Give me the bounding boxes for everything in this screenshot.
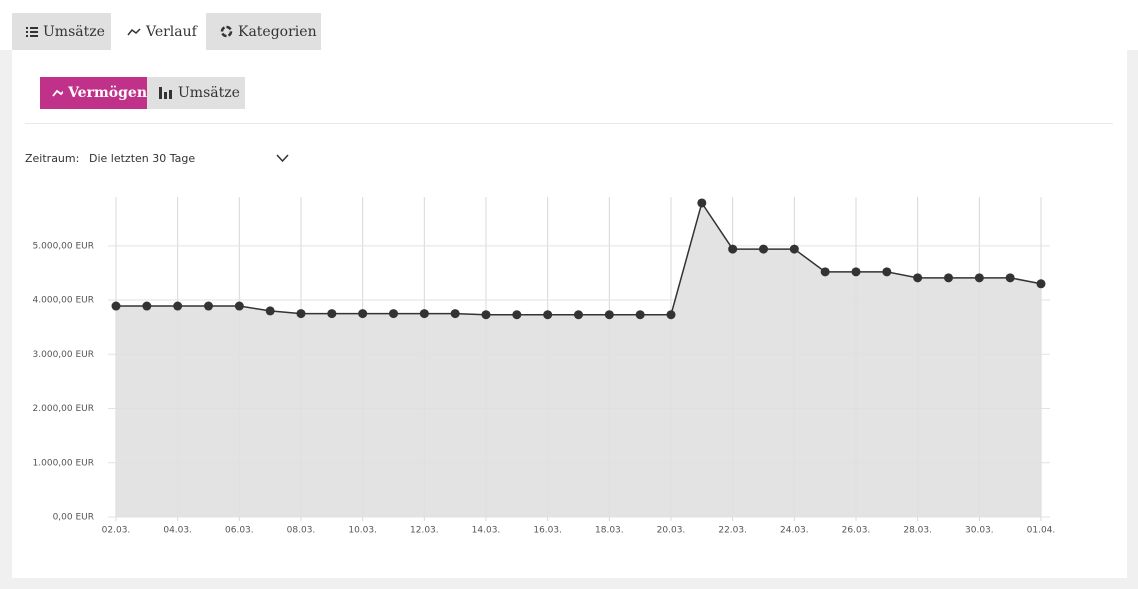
point xyxy=(327,309,337,319)
point xyxy=(1005,273,1015,283)
subtab-active[interactable]: Vermögen xyxy=(40,77,147,109)
point xyxy=(234,301,244,311)
point xyxy=(574,310,583,320)
subtab-label: Umsätze xyxy=(178,85,240,101)
point xyxy=(944,273,953,283)
point xyxy=(635,310,645,320)
area xyxy=(116,202,1041,517)
x-tick-label: 18.03. xyxy=(595,526,624,536)
point xyxy=(481,310,491,320)
y-tick-label: 1.000,00 EUR xyxy=(33,458,94,468)
filter-select[interactable]: Die letzten 30 Tage xyxy=(89,152,196,165)
x-tick-label: 12.03. xyxy=(410,526,439,536)
tab-label: Verlauf xyxy=(146,23,197,40)
icon xyxy=(26,26,38,37)
dropdown-arrow[interactable] xyxy=(276,154,289,163)
point xyxy=(512,310,522,320)
tab-active[interactable]: Verlauf xyxy=(113,13,204,50)
point xyxy=(450,309,460,319)
point xyxy=(358,309,368,319)
x-tick-label: 24.03. xyxy=(780,526,809,536)
x-tick-label: 16.03. xyxy=(533,526,562,536)
point xyxy=(974,273,984,283)
point xyxy=(604,310,614,320)
point xyxy=(759,244,768,254)
subtab-label: Vermögen xyxy=(68,85,147,101)
icon xyxy=(159,87,172,99)
point xyxy=(111,301,121,311)
x-tick-label: 10.03. xyxy=(348,526,377,536)
icon xyxy=(220,25,233,38)
y-tick-label: 4.000,00 EUR xyxy=(33,296,94,306)
tab-label: Umsätze xyxy=(43,23,105,40)
point xyxy=(265,306,275,316)
x-tick-label: 28.03. xyxy=(903,526,932,536)
point xyxy=(666,310,676,320)
filter-label: Zeitraum: xyxy=(25,152,80,165)
tab[interactable]: Umsätze xyxy=(12,13,111,50)
point xyxy=(543,310,553,320)
point xyxy=(142,301,152,311)
tab[interactable]: Kategorien xyxy=(206,13,321,50)
point xyxy=(789,244,799,254)
y-tick-label: 0,00 EUR xyxy=(53,513,94,523)
separator xyxy=(25,123,1113,124)
point xyxy=(173,301,183,311)
point xyxy=(389,309,398,319)
point xyxy=(697,198,707,208)
subtab[interactable]: Umsätze xyxy=(147,77,245,109)
y-tick-label: 3.000,00 EUR xyxy=(33,350,94,360)
x-tick-label: 14.03. xyxy=(472,526,501,536)
point xyxy=(296,309,306,319)
point xyxy=(820,267,830,277)
point xyxy=(882,267,892,277)
x-tick-label: 30.03. xyxy=(965,526,994,536)
icon xyxy=(52,89,64,97)
x-tick-label: 02.03. xyxy=(102,526,131,536)
point xyxy=(419,309,429,319)
point xyxy=(913,273,923,283)
point xyxy=(1036,279,1046,289)
x-tick-label: 04.03. xyxy=(163,526,192,536)
x-tick-label: 06.03. xyxy=(225,526,254,536)
x-tick-label: 01.04. xyxy=(1027,526,1056,536)
y-tick-label: 5.000,00 EUR xyxy=(33,241,94,251)
point xyxy=(728,244,738,254)
y-tick-label: 2.000,00 EUR xyxy=(33,404,94,414)
x-tick-label: 26.03. xyxy=(842,526,871,536)
point xyxy=(204,301,213,311)
tab-label: Kategorien xyxy=(238,23,317,40)
x-tick-label: 22.03. xyxy=(718,526,747,536)
x-tick-label: 08.03. xyxy=(287,526,316,536)
icon xyxy=(127,27,141,35)
x-tick-label: 20.03. xyxy=(657,526,686,536)
point xyxy=(851,267,861,277)
